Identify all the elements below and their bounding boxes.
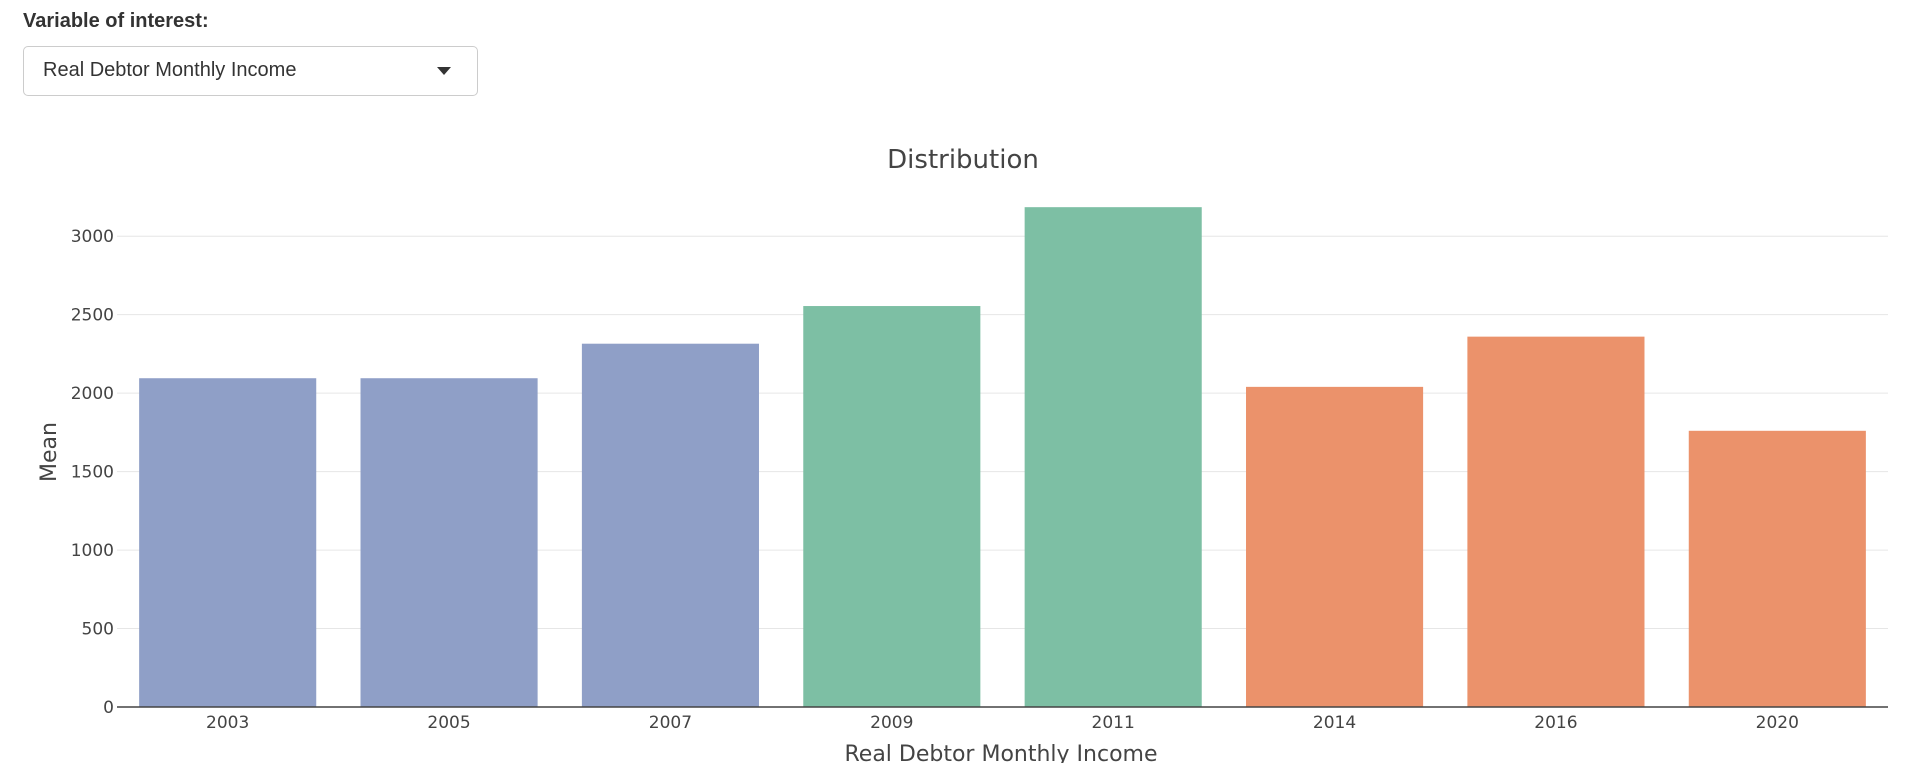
bars-layer	[139, 207, 1866, 707]
bar-2011[interactable]	[1024, 207, 1202, 707]
variable-select[interactable]: Real Debtor Monthly Income	[23, 46, 478, 96]
x-tick-label: 2005	[427, 713, 470, 733]
x-tick-label: 2020	[1756, 713, 1799, 733]
caret-down-icon[interactable]	[437, 67, 451, 75]
bar-2007[interactable]	[581, 343, 759, 707]
x-tick-label: 2003	[206, 713, 249, 733]
y-tick-label: 2500	[71, 306, 114, 326]
control-label: Variable of interest:	[23, 10, 209, 32]
bar-2003[interactable]	[139, 378, 317, 707]
bar-2020[interactable]	[1688, 430, 1866, 707]
bar-2009[interactable]	[803, 306, 981, 707]
x-tick-label: 2007	[649, 713, 692, 733]
y-tick-labels: 0 500 1000 1500 2000 2500 3000	[71, 227, 114, 718]
x-tick-label: 2014	[1313, 713, 1356, 733]
x-tick-labels: 2003 2005 2007 2009 2011 2014 2016 2020	[206, 713, 1799, 733]
bar-2016[interactable]	[1467, 336, 1645, 707]
y-tick-label: 1000	[71, 541, 114, 561]
bar-2005[interactable]	[360, 378, 538, 707]
bar-chart: Distribution 0 500 1000 1500 2000 2500 3000 20…	[37, 145, 1888, 763]
select-value: Real Debtor Monthly Income	[43, 59, 297, 81]
bar-2014[interactable]	[1246, 386, 1424, 707]
chart-title: Distribution	[887, 145, 1039, 175]
x-axis-title: Real Debtor Monthly Income	[844, 742, 1157, 763]
y-tick-label: 1500	[71, 463, 114, 483]
y-axis-title: Mean	[37, 422, 62, 482]
y-tick-label: 2000	[71, 384, 114, 404]
x-tick-label: 2011	[1092, 713, 1135, 733]
y-tick-label: 3000	[71, 227, 114, 247]
y-tick-label: 500	[82, 620, 114, 640]
x-tick-label: 2009	[870, 713, 913, 733]
y-tick-label: 0	[103, 698, 114, 718]
x-tick-label: 2016	[1534, 713, 1577, 733]
